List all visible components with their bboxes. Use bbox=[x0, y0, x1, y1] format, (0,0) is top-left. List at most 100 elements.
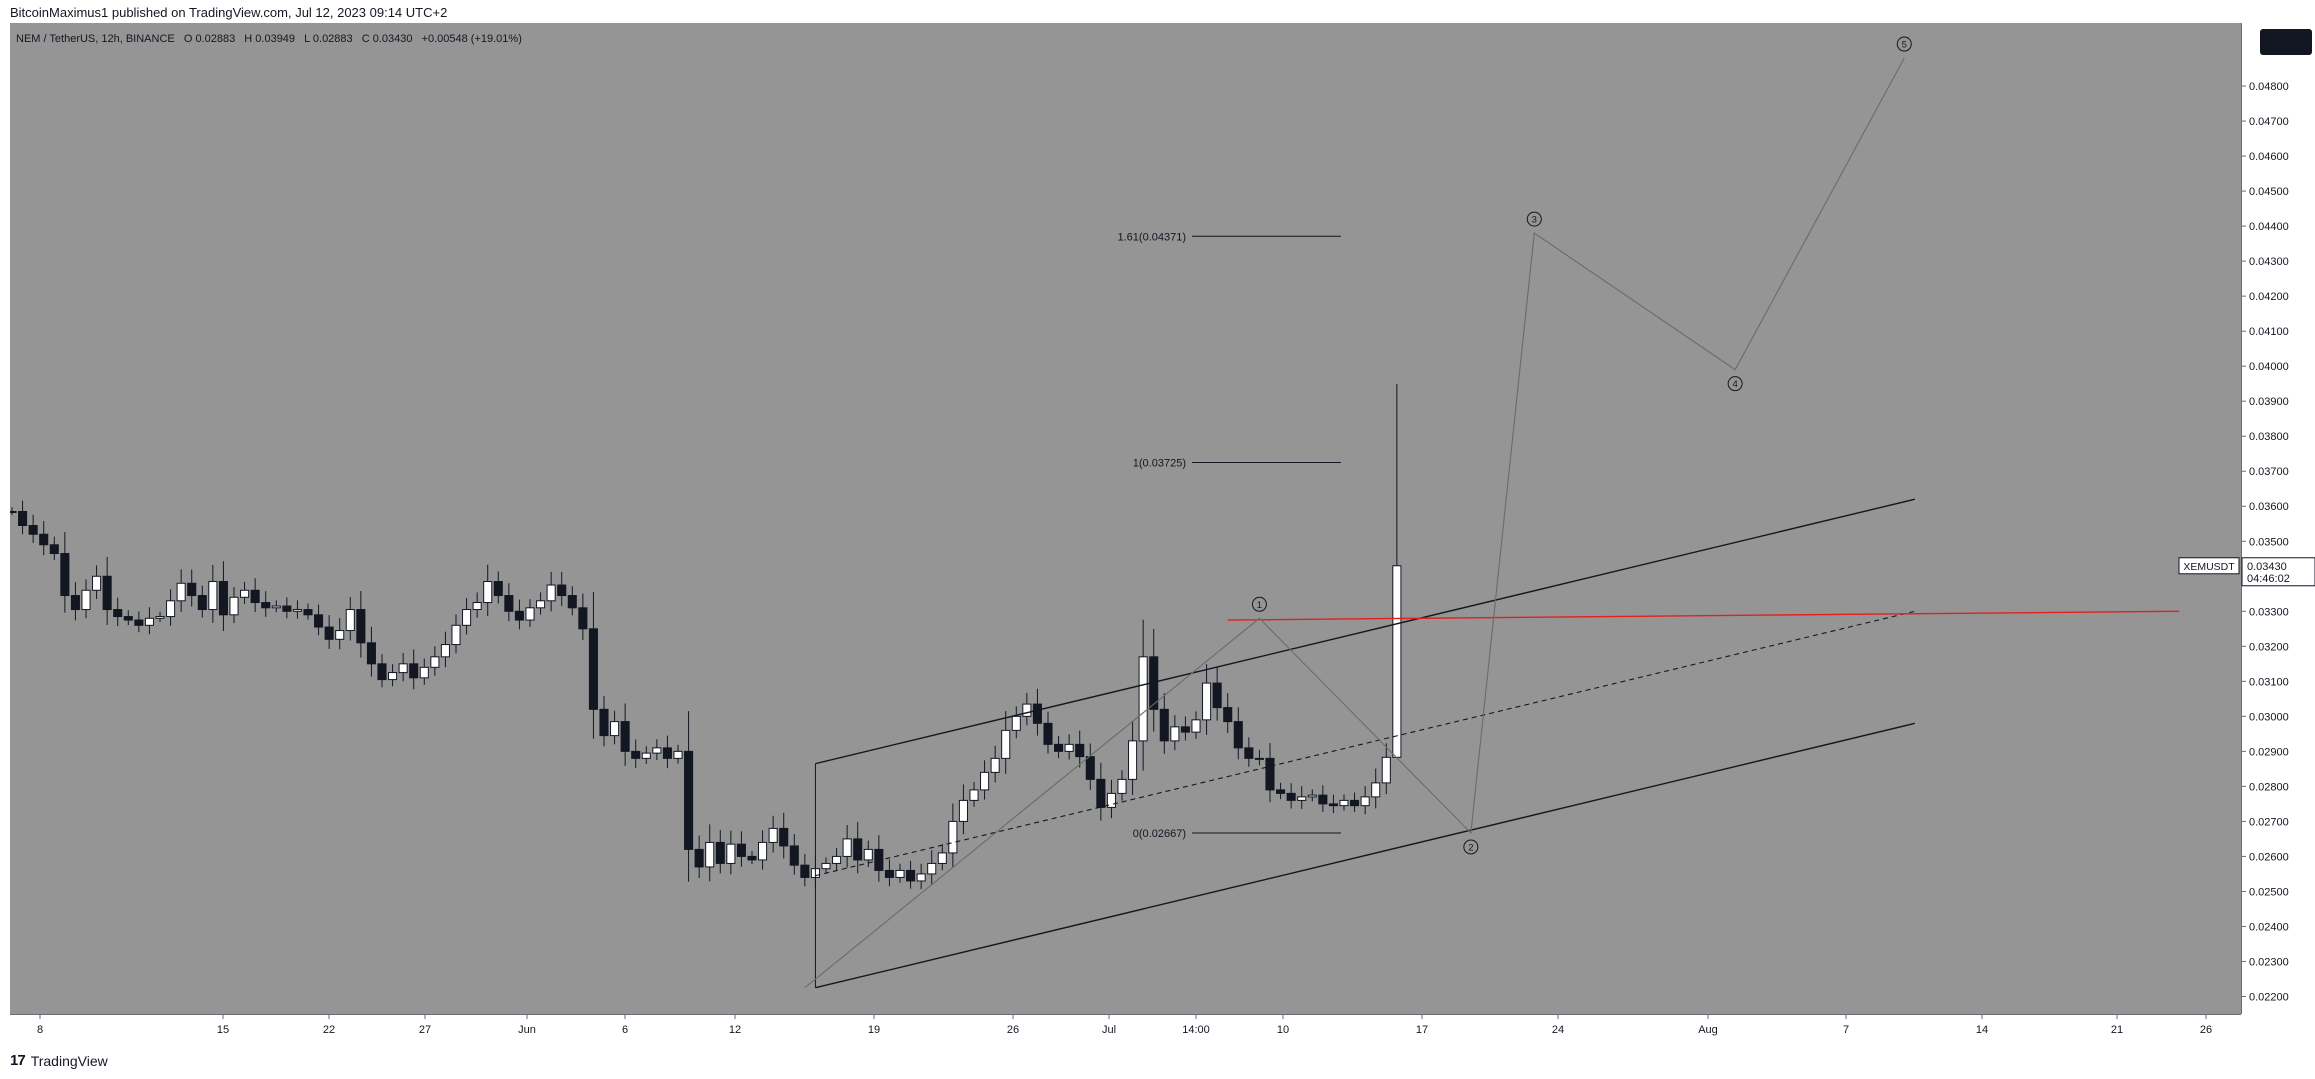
candle-body bbox=[1371, 782, 1381, 798]
time-axis-labels: 8 15 22 27 Jun 6 12 19 26 Jul 14:00 10 17 24 Aug 7 14 21 2… bbox=[37, 1015, 2212, 1036]
candle-body bbox=[1276, 789, 1286, 794]
candle-body bbox=[1286, 792, 1296, 801]
time-tick-label: Jul bbox=[1102, 1024, 1116, 1036]
candle-body bbox=[1032, 703, 1042, 724]
candle-body bbox=[610, 721, 620, 737]
price-tick-label: 0.02300 bbox=[2249, 956, 2289, 968]
symbol-info[interactable]: NEM / TetherUS, 12h, BINANCE bbox=[16, 33, 175, 45]
candle-body bbox=[567, 595, 577, 609]
candle-body bbox=[821, 862, 831, 870]
candle-body bbox=[440, 644, 450, 658]
price-tick-label: 0.04600 bbox=[2249, 151, 2289, 163]
candle-body bbox=[578, 607, 588, 630]
low-value: 0.02883 bbox=[312, 33, 353, 45]
axis-settings-button[interactable] bbox=[2260, 29, 2312, 55]
candle-body bbox=[1180, 726, 1190, 733]
plot-area[interactable]: 1 2 3 4 5 1.61(0.04371) 1(0.03725) 0(0.02667) N… bbox=[10, 23, 2241, 1014]
time-tick-label: 26 bbox=[2200, 1024, 2212, 1036]
candle-body bbox=[1022, 703, 1032, 717]
fib-level-label: 0(0.02667) bbox=[1133, 828, 1186, 840]
candle-body bbox=[1011, 715, 1021, 731]
candle-body bbox=[1297, 796, 1307, 801]
candle-body bbox=[980, 771, 990, 791]
candle-body bbox=[736, 843, 746, 857]
candle-body bbox=[1202, 682, 1212, 721]
high-value: 0.03949 bbox=[255, 33, 296, 45]
fib-level-label: 1(0.03725) bbox=[1133, 457, 1186, 469]
price-tick-label: 0.03800 bbox=[2249, 431, 2289, 443]
price-tick-label: 0.04700 bbox=[2249, 116, 2289, 128]
chart-container[interactable]: 1 2 3 4 5 1.61(0.04371) 1(0.03725) 0(0.02667) N… bbox=[10, 23, 2315, 1043]
price-tick-label: 0.03300 bbox=[2249, 606, 2289, 618]
candle-body bbox=[324, 626, 334, 640]
time-tick-label: 17 bbox=[1416, 1024, 1428, 1036]
candle-body bbox=[990, 757, 1000, 773]
candle-body bbox=[1128, 740, 1138, 780]
candle-body bbox=[123, 616, 133, 621]
price-tick-label: 0.02400 bbox=[2249, 921, 2289, 933]
candle-body bbox=[599, 708, 609, 737]
candle-body bbox=[631, 750, 641, 759]
candle-body bbox=[60, 553, 70, 597]
candle-body bbox=[292, 609, 302, 612]
price-tick-label: 0.02800 bbox=[2249, 781, 2289, 793]
candle-body bbox=[514, 610, 524, 621]
candle-body bbox=[388, 672, 398, 681]
candle-body bbox=[684, 750, 694, 850]
candle-body bbox=[70, 595, 80, 611]
candlestick-chart[interactable]: 1 2 3 4 5 1.61(0.04371) 1(0.03725) 0(0.02667) bbox=[10, 23, 2241, 1014]
time-tick-label: Aug bbox=[1698, 1024, 1718, 1036]
annotations: 1 2 3 4 5 1.61(0.04371) 1(0.03725) 0(0.02667) bbox=[804, 36, 2180, 989]
svg-text:3: 3 bbox=[1532, 215, 1537, 226]
candle-body bbox=[969, 789, 979, 801]
candle-body bbox=[927, 862, 937, 875]
candle-body bbox=[1170, 726, 1180, 742]
price-tick-label: 0.02200 bbox=[2249, 991, 2289, 1003]
candle-body bbox=[493, 581, 503, 597]
wave-label-5: 5 bbox=[1896, 36, 1912, 52]
candle-body bbox=[694, 848, 704, 868]
time-tick-label: 14 bbox=[1976, 1024, 1988, 1036]
price-tick-label: 0.03600 bbox=[2249, 501, 2289, 513]
price-tick-label: 0.04000 bbox=[2249, 361, 2289, 373]
candle-body bbox=[218, 581, 228, 616]
time-tick-label: 22 bbox=[323, 1024, 335, 1036]
symbol-legend: NEM / TetherUS, 12h, BINANCE O 0.02883 H… bbox=[16, 33, 522, 45]
tradingview-logo-icon: 17 bbox=[10, 1052, 26, 1069]
candle-body bbox=[1075, 743, 1085, 758]
candle-body bbox=[1054, 743, 1064, 752]
candle-body bbox=[345, 609, 355, 632]
open-label: O bbox=[183, 33, 193, 45]
time-tick-label: 15 bbox=[217, 1024, 229, 1036]
candle-body bbox=[483, 581, 493, 604]
candle-body bbox=[39, 533, 49, 546]
candle-body bbox=[747, 855, 757, 861]
channel-midline bbox=[815, 610, 1915, 877]
candle-body bbox=[155, 616, 165, 619]
price-tick-label: 0.02600 bbox=[2249, 851, 2289, 863]
footer-brand[interactable]: TradingView bbox=[30, 1052, 108, 1069]
candle-body bbox=[81, 589, 91, 611]
candle-body bbox=[430, 656, 440, 668]
candle-body bbox=[176, 582, 186, 602]
time-tick-label: 24 bbox=[1552, 1024, 1564, 1036]
time-axis[interactable]: 8 15 22 27 Jun 6 12 19 26 Jul 14:00 10 17 24 Aug 7 14 21 2… bbox=[10, 1014, 2241, 1043]
candle-body bbox=[1254, 757, 1264, 760]
candles bbox=[10, 384, 1402, 890]
candle-body bbox=[588, 628, 598, 710]
wave-label-1: 1 bbox=[1251, 596, 1267, 612]
candle-body bbox=[641, 752, 651, 759]
price-axis[interactable]: 0.02200 0.02300 0.02400 0.02500 0.02600 0.027… bbox=[2241, 23, 2315, 1014]
candle-body bbox=[451, 624, 461, 646]
candle-body bbox=[1064, 743, 1074, 752]
channel-lower-line bbox=[815, 722, 1916, 989]
candle-body bbox=[472, 602, 482, 611]
time-tick-label: 7 bbox=[1843, 1024, 1849, 1036]
candle-body bbox=[832, 855, 842, 864]
candle-body bbox=[662, 747, 672, 759]
svg-text:2: 2 bbox=[1468, 842, 1473, 853]
svg-text:1: 1 bbox=[1257, 600, 1262, 611]
candle-body bbox=[1360, 796, 1370, 807]
candle-body bbox=[884, 869, 894, 878]
low-label: L bbox=[304, 33, 310, 45]
